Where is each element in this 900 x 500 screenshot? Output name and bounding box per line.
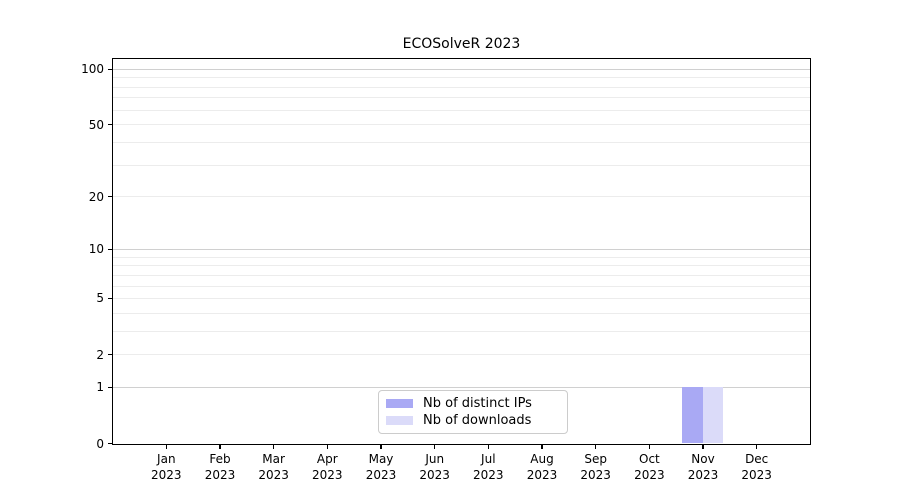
x-tick-year: 2023 — [365, 468, 397, 482]
x-tick-label: Jul 2023 — [448, 451, 528, 483]
y-tick-label: 10 — [88, 242, 104, 257]
x-tick-month: Feb — [209, 452, 231, 466]
x-tick-month: May — [368, 452, 394, 466]
x-tick-mark — [702, 443, 704, 449]
y-tick-label: 1 — [96, 380, 104, 395]
x-tick-month: Jun — [425, 452, 445, 466]
x-tick-month: Dec — [745, 452, 769, 466]
minor-gridline — [113, 142, 810, 143]
chart-title: ECOSolveR 2023 — [402, 36, 521, 52]
x-tick-month: Oct — [639, 452, 660, 466]
x-tick-label: Oct 2023 — [609, 451, 689, 483]
minor-gridline — [113, 86, 810, 88]
x-tick-year: 2023 — [634, 468, 665, 482]
legend-swatch — [386, 416, 413, 425]
legend-entry: Nb of downloads — [386, 412, 559, 429]
legend: Nb of distinct IPs Nb of downloads — [378, 390, 568, 434]
y-tick-label: 0 — [96, 436, 104, 451]
plot-area: Nb of distinct IPs Nb of downloads — [112, 58, 811, 445]
x-tick-label: Apr 2023 — [287, 451, 367, 483]
y-tick-mark — [108, 443, 113, 445]
x-tick-label: Nov 2023 — [663, 451, 743, 483]
minor-gridline — [113, 354, 810, 356]
bar-distinct-ips — [682, 387, 703, 444]
y-tick-mark — [108, 386, 113, 389]
x-tick-label: Mar 2023 — [234, 451, 314, 483]
x-tick-mark — [380, 443, 382, 449]
x-tick-month: Mar — [262, 452, 285, 466]
legend-label: Nb of distinct IPs — [423, 395, 532, 411]
legend-swatch — [386, 399, 413, 408]
y-tick-label: 5 — [96, 291, 104, 306]
x-tick-month: Apr — [316, 452, 338, 466]
minor-gridline — [113, 330, 810, 332]
x-tick-year: 2023 — [419, 468, 450, 482]
x-tick-month: Sep — [584, 452, 607, 466]
minor-gridline — [113, 285, 810, 287]
minor-gridline — [113, 256, 810, 258]
minor-gridline — [113, 97, 810, 99]
x-tick-month: Nov — [691, 452, 715, 466]
x-tick-year: 2023 — [580, 468, 611, 482]
x-tick-month: Jul — [481, 452, 496, 466]
x-tick-label: Dec 2023 — [717, 451, 797, 483]
y-tick-label: 2 — [96, 347, 104, 362]
x-tick-mark — [165, 443, 167, 449]
x-tick-year: 2023 — [526, 468, 558, 482]
minor-gridline — [113, 298, 810, 299]
x-tick-mark — [541, 443, 543, 449]
minor-gridline — [113, 312, 810, 314]
x-tick-mark — [487, 443, 489, 449]
x-tick-label: Jan 2023 — [126, 451, 206, 483]
x-tick-label: Aug 2023 — [502, 451, 582, 483]
major-gridline — [113, 68, 810, 70]
x-tick-month: Aug — [530, 452, 554, 466]
minor-gridline — [113, 274, 810, 276]
x-tick-label: Jun 2023 — [395, 451, 475, 483]
x-tick-label: May 2023 — [341, 451, 421, 483]
x-tick-year: 2023 — [204, 468, 236, 482]
x-tick-mark — [434, 443, 436, 449]
x-tick-year: 2023 — [312, 468, 343, 482]
x-tick-year: 2023 — [741, 468, 772, 482]
x-tick-year: 2023 — [258, 468, 289, 482]
x-tick-mark — [219, 443, 221, 449]
x-tick-mark — [648, 443, 651, 449]
legend-label: Nb of downloads — [423, 412, 532, 428]
x-tick-mark — [273, 443, 275, 449]
x-tick-year: 2023 — [687, 468, 719, 482]
bar-downloads — [702, 387, 724, 444]
minor-gridline — [113, 109, 810, 111]
minor-gridline — [113, 164, 810, 166]
y-tick-mark — [108, 196, 113, 198]
y-tick-mark — [108, 353, 113, 356]
minor-gridline — [113, 124, 810, 126]
x-tick-year: 2023 — [473, 468, 504, 482]
x-tick-mark — [756, 443, 758, 449]
x-tick-month: Jan — [157, 452, 176, 466]
minor-gridline — [113, 265, 810, 267]
y-tick-mark — [108, 124, 113, 126]
x-tick-year: 2023 — [151, 468, 182, 482]
y-tick-label: 50 — [88, 117, 104, 132]
y-tick-mark — [108, 68, 113, 70]
legend-entry: Nb of distinct IPs — [386, 395, 559, 412]
major-gridline — [113, 387, 810, 389]
major-gridline — [113, 248, 810, 250]
minor-gridline — [113, 196, 810, 198]
y-tick-mark — [108, 248, 113, 250]
x-tick-label: Feb 2023 — [180, 451, 260, 483]
minor-gridline — [113, 77, 810, 79]
x-tick-mark — [326, 443, 328, 449]
y-tick-mark — [108, 297, 113, 299]
x-tick-mark — [595, 443, 597, 449]
x-tick-label: Sep 2023 — [556, 451, 636, 483]
y-tick-label: 100 — [81, 62, 104, 77]
y-tick-label: 20 — [88, 189, 104, 204]
